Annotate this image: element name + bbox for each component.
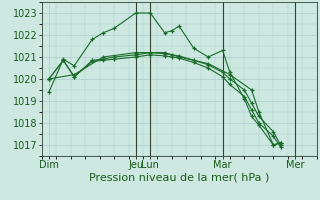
X-axis label: Pression niveau de la mer( hPa ): Pression niveau de la mer( hPa ) xyxy=(89,173,269,183)
